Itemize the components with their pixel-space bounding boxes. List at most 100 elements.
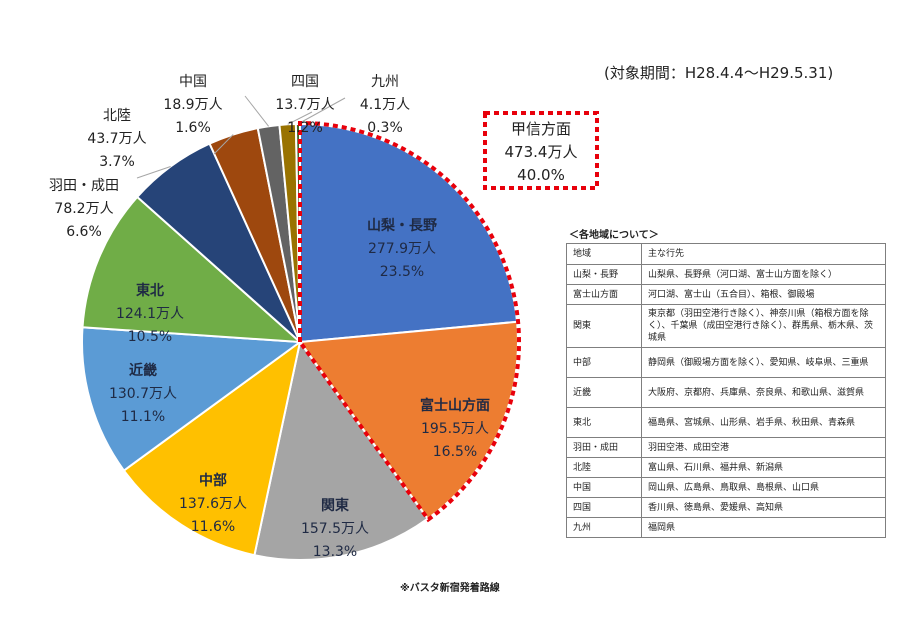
- slice-name-label: 山梨・長野: [367, 217, 437, 234]
- slice-name-label: 中国: [179, 74, 207, 90]
- destinations-cell: 富山県、石川県、福井県、新潟県: [641, 457, 886, 478]
- reference-table: 地域 主な行先 山梨・長野 山梨県、長野県（河口湖、富士山方面を除く） 富士山方面河…: [566, 243, 886, 538]
- slice-name-label: 北陸: [103, 108, 131, 124]
- slice-people-label: 78.2万人: [54, 201, 113, 217]
- slice-3-wedge: [122, 339, 302, 557]
- pie-slices: [81, 122, 519, 561]
- region-cell: 近畿: [566, 377, 642, 408]
- slice-name-label: 九州: [371, 74, 399, 90]
- slice-percent-label: 13.3%: [313, 544, 357, 560]
- koshin-group-percent: 40.0%: [517, 166, 565, 184]
- destinations-cell: 東京都（羽田空港行き除く）、神奈川県（箱根方面を除く）、千葉県（成田空港行き除く…: [641, 304, 886, 348]
- slice-people-label: 137.6万人: [179, 496, 247, 512]
- slice-5-label: 東北 124.1万人 10.5%: [116, 282, 184, 345]
- slice-percent-label: 0.3%: [367, 120, 403, 136]
- destinations-cell: 山梨県、長野県（河口湖、富士山方面を除く）: [641, 264, 886, 285]
- slice-7-label: 北陸 43.7万人 3.7%: [87, 108, 146, 170]
- slice-people-label: 13.7万人: [275, 97, 334, 113]
- table-row: 中部 静岡県（御殿場方面を除く）、愛知県、岐阜県、三重県: [566, 347, 886, 378]
- slice-6-leader-line: [136, 166, 171, 179]
- slice-percent-label: 6.6%: [66, 224, 102, 240]
- table-row: 近畿 大阪府、京都府、兵庫県、奈良県、和歌山県、滋賀県: [566, 377, 886, 408]
- slice-people-label: 124.1万人: [116, 306, 184, 322]
- table-row: 山梨・長野 山梨県、長野県（河口湖、富士山方面を除く）: [566, 264, 886, 285]
- slice-people-label: 43.7万人: [87, 131, 146, 147]
- region-cell: 中部: [566, 347, 642, 378]
- slice-percent-label: 16.5%: [433, 444, 477, 460]
- koshin-group-outline: [298, 120, 522, 523]
- region-cell: 山梨・長野: [566, 264, 642, 285]
- region-cell: 関東: [566, 304, 642, 348]
- slice-percent-label: 1.2%: [287, 120, 323, 136]
- slice-8-label: 中国 18.9万人 1.6%: [163, 74, 222, 136]
- slice-percent-label: 10.5%: [128, 329, 172, 345]
- slice-2-label: 関東 157.5万人 13.3%: [301, 497, 369, 560]
- slice-1-label: 富士山方面 195.5万人 16.5%: [420, 397, 490, 460]
- table-row: 九州 福岡県: [566, 517, 886, 538]
- slice-percent-label: 11.1%: [121, 409, 165, 425]
- slice-6-label: 羽田・成田 78.2万人 6.6%: [49, 178, 119, 240]
- table-row: 東北 福島県、宮城県、山形県、岩手県、秋田県、青森県: [566, 407, 886, 438]
- slice-name-label: 羽田・成田: [49, 178, 119, 194]
- destinations-cell: 静岡県（御殿場方面を除く）、愛知県、岐阜県、三重県: [641, 347, 886, 378]
- slice-name-label: 関東: [321, 497, 349, 514]
- slice-percent-label: 3.7%: [99, 154, 135, 170]
- region-cell: 四国: [566, 497, 642, 518]
- destinations-cell: 福島県、宮城県、山形県、岩手県、秋田県、青森県: [641, 407, 886, 438]
- slice-3-label: 中部 137.6万人 11.6%: [179, 472, 247, 535]
- period-note: (対象期間：H28.4.4～H29.5.31): [604, 64, 834, 82]
- slice-7-leader-line: [213, 134, 234, 155]
- slice-name-label: 中部: [199, 472, 227, 489]
- table-row: 羽田・成田 羽田空港、成田空港: [566, 437, 886, 458]
- koshin-box-border: [483, 111, 599, 190]
- table-row: 北陸 富山県、石川県、福井県、新潟県: [566, 457, 886, 478]
- slice-people-label: 157.5万人: [301, 521, 369, 537]
- slice-5-wedge: [81, 195, 303, 344]
- source-note: ※バスタ新宿発着路線: [400, 583, 500, 594]
- slice-10-leader-line: [297, 97, 346, 125]
- region-cell: 九州: [566, 517, 642, 538]
- slice-people-label: 195.5万人: [421, 421, 489, 437]
- reference-table-body: 山梨・長野 山梨県、長野県（河口湖、富士山方面を除く） 富士山方面 河口湖、富士山（五…: [566, 264, 886, 538]
- slice-10-label: 九州 4.1万人 0.3%: [360, 74, 410, 136]
- destinations-cell: 香川県、徳島県、愛媛県、高知県: [641, 497, 886, 518]
- koshin-group-dashed-outline: [298, 120, 522, 523]
- slice-0-label: 山梨・長野 277.9万人 23.5%: [367, 217, 437, 280]
- slice-name-label: 近畿: [129, 362, 157, 379]
- slice-people-label: 130.7万人: [109, 386, 177, 402]
- slice-percent-label: 1.6%: [175, 120, 211, 136]
- slice-name-label: 四国: [291, 74, 319, 90]
- leader-lines: [136, 95, 346, 179]
- destinations-cell: 岡山県、広島県、鳥取県、島根県、山口県: [641, 477, 886, 498]
- koshin-group-people: 473.4万人: [505, 143, 578, 161]
- slice-name-label: 富士山方面: [420, 397, 490, 414]
- slice-9-label: 四国 13.7万人 1.2%: [275, 74, 334, 136]
- koshin-group-name: 甲信方面: [511, 120, 571, 138]
- slice-4-wedge: [81, 326, 303, 472]
- table-row: 四国 香川県、徳島県、愛媛県、高知県: [566, 497, 886, 518]
- destinations-cell: 羽田空港、成田空港: [641, 437, 886, 458]
- slice-percent-label: 11.6%: [191, 519, 235, 535]
- region-cell: 北陸: [566, 457, 642, 478]
- region-cell: 中国: [566, 477, 642, 498]
- slice-percent-label: 23.5%: [380, 264, 424, 280]
- destinations-cell: 大阪府、京都府、兵庫県、奈良県、和歌山県、滋賀県: [641, 377, 886, 408]
- destinations-cell: 河口湖、富士山（五合目）、箱根、御殿場: [641, 284, 886, 305]
- slice-people-label: 4.1万人: [360, 97, 410, 113]
- header-destinations: 主な行先: [641, 243, 886, 265]
- slice-people-label: 277.9万人: [368, 241, 436, 257]
- slice-labels: 山梨・長野 277.9万人 23.5% 富士山方面 195.5万人 16.5% 関東 157.…: [49, 74, 490, 560]
- region-cell: 羽田・成田: [566, 437, 642, 458]
- region-cell: 東北: [566, 407, 642, 438]
- slice-8-leader-line: [244, 95, 269, 127]
- slice-9-leader-line: [287, 111, 313, 125]
- destinations-cell: 福岡県: [641, 517, 886, 538]
- table-row: 富士山方面 河口湖、富士山（五合目）、箱根、御殿場: [566, 284, 886, 305]
- slice-people-label: 18.9万人: [163, 97, 222, 113]
- slice-2-wedge: [253, 339, 430, 561]
- slice-name-label: 東北: [136, 282, 164, 299]
- slice-4-label: 近畿 130.7万人 11.1%: [109, 362, 177, 425]
- region-cell: 富士山方面: [566, 284, 642, 305]
- koshin-group-label-box: 甲信方面 473.4万人 40.0%: [483, 111, 599, 190]
